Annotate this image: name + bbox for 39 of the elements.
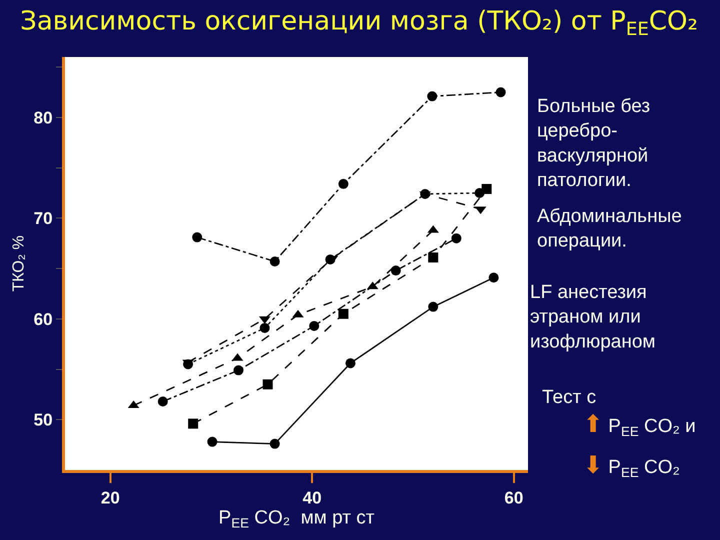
text: Тест с	[542, 387, 596, 408]
text: ⬇ P$_{EE}$ CO₂	[583, 452, 680, 480]
point	[270, 438, 280, 449]
point	[488, 272, 499, 283]
point	[496, 87, 506, 98]
y-axis-title: ТКО₂ %	[10, 235, 28, 292]
point	[428, 302, 438, 312]
point	[427, 91, 438, 102]
point	[420, 189, 430, 199]
point	[207, 436, 218, 447]
y-tick-label: 80	[34, 108, 53, 128]
point	[192, 232, 202, 242]
text: Больные без церебро- васкулярной патологии.	[537, 96, 650, 192]
point	[338, 308, 348, 319]
point	[345, 358, 356, 368]
y-tick-label: 60	[34, 310, 53, 329]
point	[270, 256, 280, 266]
chart-title: Зависимость оксигенации мозга (ТКО₂) от P$_{EE}$CO₂	[20, 6, 698, 40]
point	[390, 266, 401, 276]
y-tick-label: 70	[34, 209, 53, 228]
x-tick-label: 60	[504, 488, 524, 508]
x-axis-title: P$_{EE}$ CO₂ мм рт ст	[218, 507, 375, 530]
point	[158, 396, 168, 406]
point	[262, 379, 273, 390]
point	[309, 320, 320, 331]
x-tick-label: 20	[100, 488, 120, 508]
point	[482, 184, 492, 194]
text: ⬆ P$_{EE}$ CO₂ и	[583, 411, 696, 439]
text: Абдоминальные операции.	[537, 206, 682, 252]
x-tick-label: 40	[302, 488, 322, 508]
point	[451, 233, 462, 244]
text: LF анестезия этраном или изофлюраном	[530, 282, 656, 352]
point	[188, 418, 198, 429]
point	[234, 365, 244, 376]
point	[325, 254, 336, 264]
point	[338, 178, 348, 189]
y-tick-label: 50	[34, 410, 53, 430]
point	[428, 252, 438, 262]
point	[260, 322, 270, 333]
